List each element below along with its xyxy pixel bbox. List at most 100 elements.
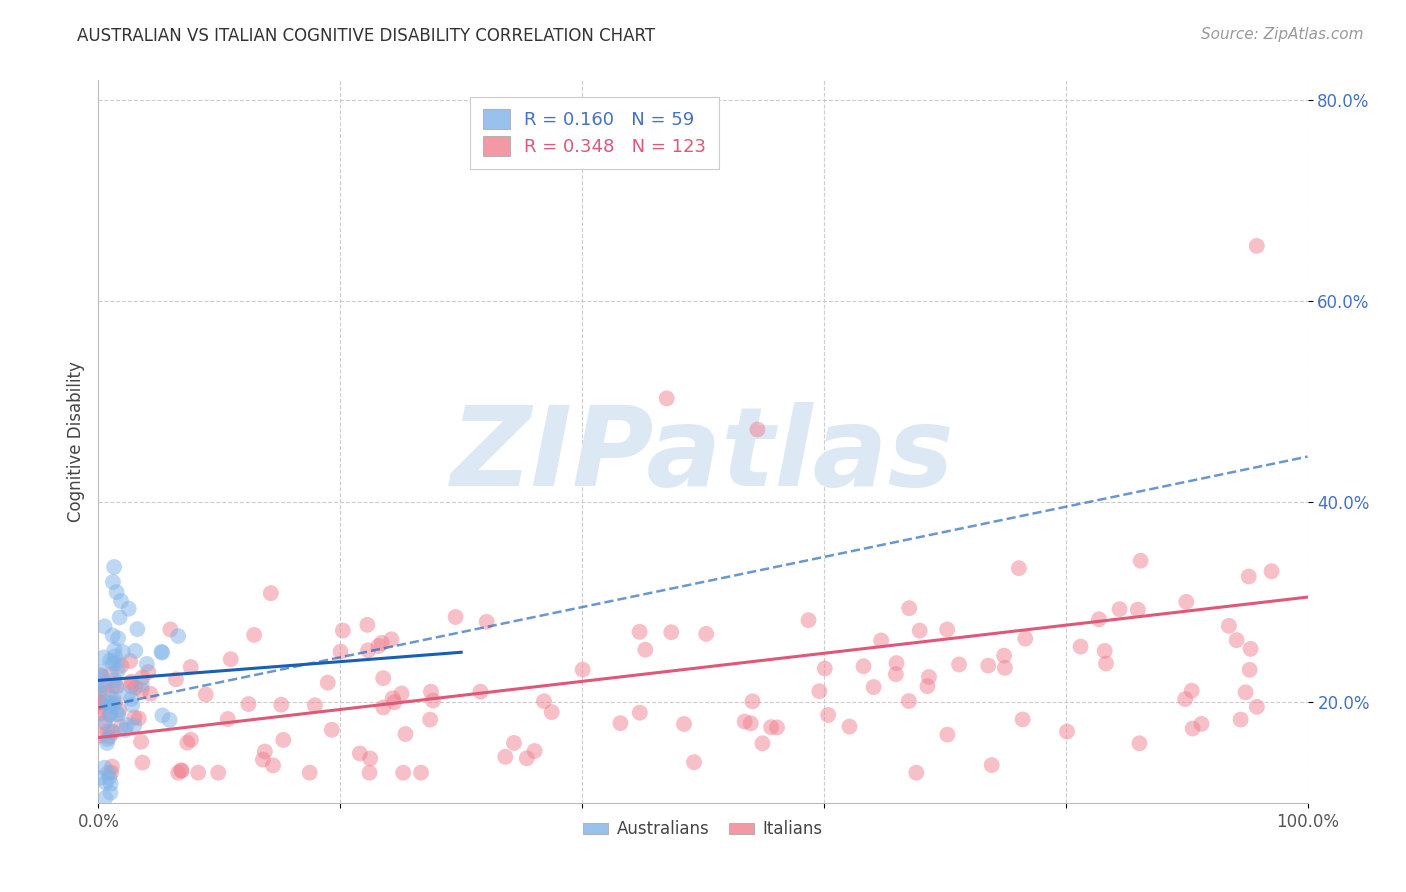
Point (908, 624, 931, 638)
Point (1260, 564, 1282, 578)
Point (304, 698, 326, 713)
Point (90, 729, 112, 743)
Text: ZIPatlas: ZIPatlas (451, 402, 955, 509)
Point (1070, 640, 1092, 654)
Point (98, 654, 121, 668)
Point (747, 423, 769, 437)
Point (118, 601, 141, 615)
Point (897, 694, 920, 708)
Point (1095, 657, 1118, 671)
Point (1174, 692, 1197, 706)
Point (243, 628, 266, 642)
Point (94, 714, 117, 729)
Point (105, 585, 128, 599)
Point (165, 673, 187, 687)
Point (90, 668, 112, 682)
Point (977, 658, 1000, 673)
Point (101, 657, 124, 671)
Point (98, 771, 121, 785)
Point (1108, 602, 1130, 616)
Point (96, 732, 118, 747)
Point (1014, 632, 1036, 646)
Point (419, 713, 441, 727)
Point (150, 708, 173, 723)
Point (111, 645, 134, 659)
Point (238, 697, 260, 711)
Point (167, 629, 190, 643)
Point (1011, 713, 1033, 727)
Point (150, 646, 173, 660)
Point (93, 650, 115, 665)
Point (100, 723, 122, 738)
Point (852, 659, 875, 673)
Point (1191, 717, 1213, 731)
Point (1094, 644, 1116, 658)
Point (89, 695, 111, 709)
Point (936, 623, 959, 637)
Point (100, 777, 122, 791)
Point (628, 706, 651, 720)
Point (260, 586, 283, 600)
Point (695, 627, 717, 641)
Point (817, 708, 839, 723)
Point (394, 727, 416, 741)
Point (98, 730, 121, 744)
Point (316, 675, 339, 690)
Point (1008, 561, 1031, 575)
Point (101, 690, 124, 705)
Point (766, 720, 789, 734)
Point (110, 658, 132, 673)
Point (391, 686, 413, 700)
Point (392, 765, 415, 780)
Point (384, 695, 406, 709)
Point (262, 758, 284, 772)
Point (751, 736, 773, 750)
Point (131, 756, 153, 770)
Point (271, 733, 294, 747)
Text: Source: ZipAtlas.com: Source: ZipAtlas.com (1201, 27, 1364, 42)
Point (373, 700, 395, 714)
Point (740, 716, 762, 731)
Point (150, 645, 173, 659)
Point (107, 706, 129, 721)
Point (115, 718, 138, 732)
Point (127, 622, 149, 636)
Point (1181, 683, 1204, 698)
Point (349, 747, 371, 761)
Point (187, 765, 209, 780)
Point (117, 687, 139, 701)
Point (103, 697, 125, 711)
Point (359, 765, 381, 780)
Point (1226, 633, 1249, 648)
Point (139, 687, 162, 701)
Point (124, 718, 146, 732)
Point (444, 610, 467, 624)
Point (93, 715, 115, 730)
Point (167, 765, 190, 780)
Point (734, 714, 756, 729)
Point (120, 692, 142, 706)
Point (101, 759, 124, 773)
Point (329, 645, 352, 659)
Point (89, 682, 111, 697)
Point (110, 719, 132, 733)
Point (918, 670, 941, 684)
Point (104, 649, 127, 664)
Point (136, 665, 159, 679)
Point (373, 671, 395, 685)
Point (1129, 554, 1152, 568)
Point (1239, 641, 1261, 656)
Point (100, 668, 122, 682)
Point (870, 633, 893, 648)
Point (1246, 239, 1268, 253)
Point (108, 610, 131, 624)
Point (120, 679, 142, 693)
Point (89, 771, 111, 785)
Point (103, 679, 125, 693)
Point (470, 684, 492, 698)
Point (217, 712, 239, 726)
Point (523, 744, 546, 758)
Point (1237, 569, 1260, 583)
Point (494, 749, 516, 764)
Point (409, 765, 432, 780)
